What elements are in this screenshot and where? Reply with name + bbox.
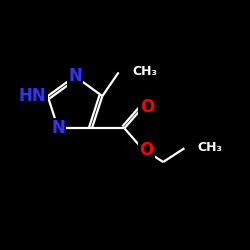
Text: CH₃: CH₃ (132, 64, 157, 78)
Text: N: N (68, 67, 82, 85)
Text: HN: HN (19, 87, 46, 105)
Text: O: O (139, 141, 154, 159)
Text: N: N (51, 119, 65, 137)
Text: CH₃: CH₃ (197, 140, 222, 153)
Text: O: O (140, 98, 154, 116)
